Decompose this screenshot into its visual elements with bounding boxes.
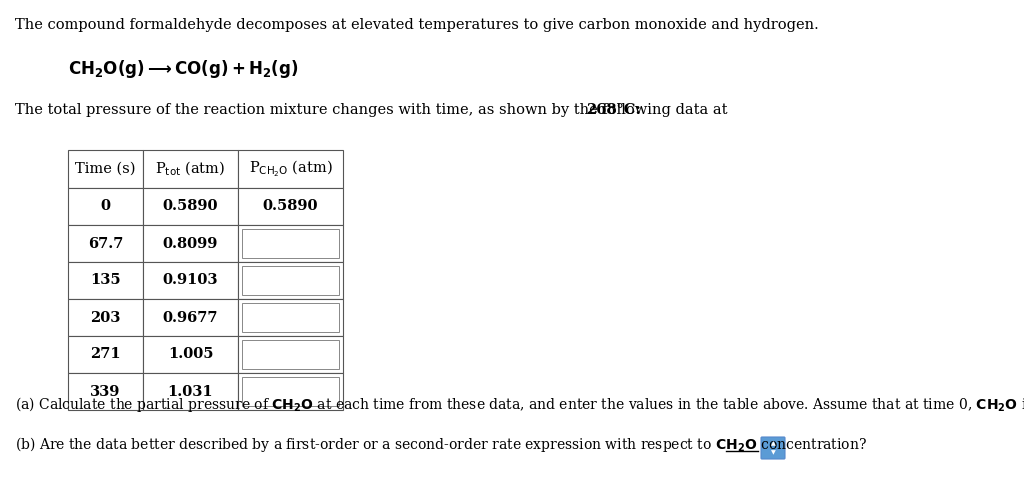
Bar bbox=[238, 150, 343, 188]
Text: 0.5890: 0.5890 bbox=[163, 199, 218, 213]
Bar bbox=[68, 225, 143, 262]
Bar bbox=[242, 229, 339, 258]
Text: 1.031: 1.031 bbox=[168, 385, 213, 398]
Text: Time (s): Time (s) bbox=[75, 162, 136, 176]
Text: 0.8099: 0.8099 bbox=[163, 237, 218, 250]
Text: ▲: ▲ bbox=[771, 442, 775, 446]
Bar bbox=[143, 299, 238, 336]
Text: 1.005: 1.005 bbox=[168, 347, 213, 361]
Bar bbox=[143, 336, 238, 373]
Text: 203: 203 bbox=[90, 310, 121, 325]
Bar bbox=[242, 340, 339, 369]
Text: $\bf{CH_2O(g)}$$\bf{\longrightarrow}$$\bf{CO(g) + H_2(g)}$: $\bf{CH_2O(g)}$$\bf{\longrightarrow}$$\b… bbox=[68, 58, 299, 80]
Bar bbox=[238, 188, 343, 225]
Bar bbox=[68, 373, 143, 410]
Bar bbox=[242, 377, 339, 406]
Text: 268°C:: 268°C: bbox=[586, 103, 641, 117]
Bar bbox=[238, 336, 343, 373]
Bar bbox=[143, 150, 238, 188]
Bar bbox=[143, 188, 238, 225]
Text: 67.7: 67.7 bbox=[88, 237, 123, 250]
Text: The total pressure of the reaction mixture changes with time, as shown by the fo: The total pressure of the reaction mixtu… bbox=[15, 103, 732, 117]
Bar bbox=[68, 150, 143, 188]
Bar bbox=[68, 188, 143, 225]
FancyBboxPatch shape bbox=[761, 437, 785, 459]
Text: 0: 0 bbox=[100, 199, 111, 213]
Bar bbox=[238, 262, 343, 299]
Text: 271: 271 bbox=[90, 347, 121, 361]
Text: (b) Are the data better described by a first-order or a second-order rate expres: (b) Are the data better described by a f… bbox=[15, 435, 867, 454]
Text: P$_{\rm CH_2O}$ (atm): P$_{\rm CH_2O}$ (atm) bbox=[249, 159, 333, 179]
Bar bbox=[238, 373, 343, 410]
Bar bbox=[68, 262, 143, 299]
Text: 339: 339 bbox=[90, 385, 121, 398]
Bar bbox=[143, 373, 238, 410]
Text: (a) Calculate the partial pressure of $\bf{CH_2O}$ at each time from these data,: (a) Calculate the partial pressure of $\… bbox=[15, 395, 1024, 414]
Bar bbox=[242, 266, 339, 295]
Text: 0.9677: 0.9677 bbox=[163, 310, 218, 325]
Text: ▼: ▼ bbox=[771, 450, 775, 455]
Bar bbox=[68, 336, 143, 373]
Bar bbox=[143, 225, 238, 262]
Bar bbox=[242, 303, 339, 332]
Bar bbox=[68, 299, 143, 336]
Bar bbox=[143, 262, 238, 299]
Text: 0.9103: 0.9103 bbox=[163, 274, 218, 288]
Text: P$_{\rm tot}$ (atm): P$_{\rm tot}$ (atm) bbox=[156, 160, 225, 178]
Bar bbox=[238, 225, 343, 262]
Text: 135: 135 bbox=[90, 274, 121, 288]
Bar bbox=[238, 299, 343, 336]
Text: The compound formaldehyde decomposes at elevated temperatures to give carbon mon: The compound formaldehyde decomposes at … bbox=[15, 18, 819, 32]
Text: 0.5890: 0.5890 bbox=[263, 199, 318, 213]
